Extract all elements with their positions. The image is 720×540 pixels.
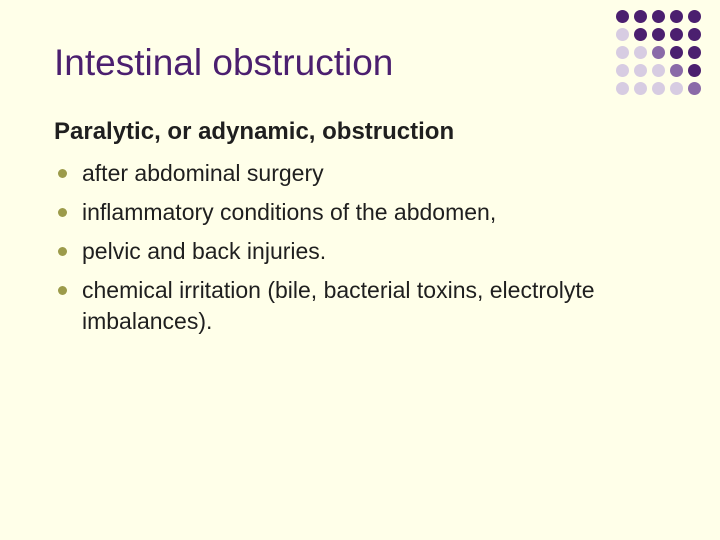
slide-title: Intestinal obstruction: [54, 42, 666, 84]
decorative-dot: [634, 64, 647, 77]
decorative-dot: [634, 10, 647, 23]
decorative-dot: [688, 46, 701, 59]
bullet-item: chemical irritation (bile, bacterial tox…: [54, 275, 666, 337]
decorative-dot: [652, 28, 665, 41]
decorative-dot: [670, 82, 683, 95]
bullet-item: inflammatory conditions of the abdomen,: [54, 197, 666, 228]
decorative-dot: [688, 82, 701, 95]
decorative-dot: [670, 64, 683, 77]
slide-subtitle: Paralytic, or adynamic, obstruction: [54, 118, 666, 146]
decorative-dot: [616, 82, 629, 95]
decorative-dot: [634, 46, 647, 59]
decorative-dot: [652, 82, 665, 95]
bullet-item: after abdominal surgery: [54, 158, 666, 189]
decorative-dot: [652, 46, 665, 59]
decorative-dot: [688, 64, 701, 77]
decorative-dot: [688, 10, 701, 23]
decorative-dot: [634, 82, 647, 95]
decorative-dot: [616, 64, 629, 77]
decorative-dot: [634, 28, 647, 41]
decorative-dot: [670, 10, 683, 23]
decorative-dot: [652, 64, 665, 77]
decorative-dot-grid: [616, 10, 702, 96]
slide-content: Intestinal obstruction Paralytic, or ady…: [0, 0, 720, 337]
decorative-dot: [688, 28, 701, 41]
bullet-item: pelvic and back injuries.: [54, 236, 666, 267]
bullet-list: after abdominal surgery inflammatory cond…: [54, 158, 666, 337]
decorative-dot: [670, 28, 683, 41]
decorative-dot: [616, 46, 629, 59]
decorative-dot: [616, 10, 629, 23]
decorative-dot: [616, 28, 629, 41]
decorative-dot: [670, 46, 683, 59]
decorative-dot: [652, 10, 665, 23]
